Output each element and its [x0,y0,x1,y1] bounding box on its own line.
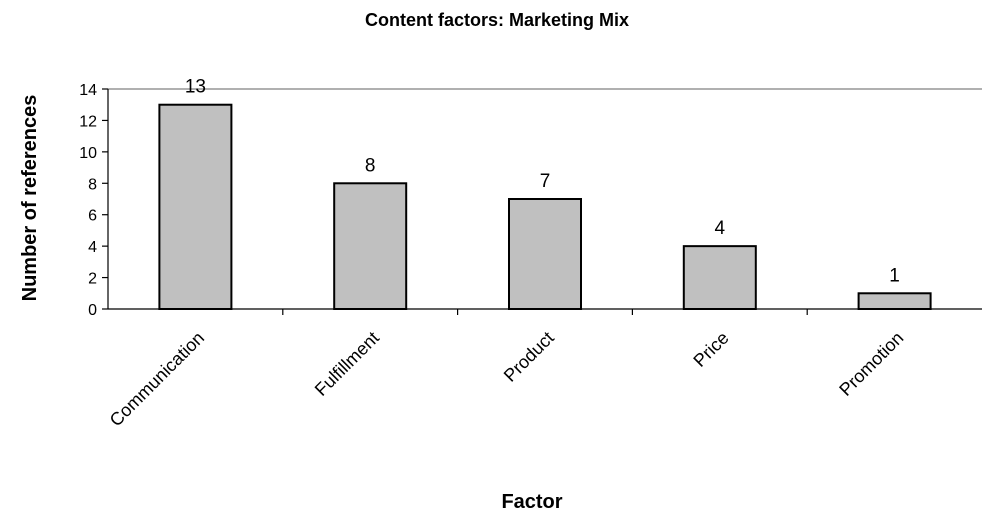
bar [857,292,932,310]
y-tick-label: 10 [79,145,97,162]
bar [508,198,582,310]
y-tick-label: 8 [88,176,97,193]
y-tick-label: 0 [88,302,97,319]
y-tick-label: 12 [79,113,97,130]
y-axis-title: Number of references [19,95,41,302]
y-tick-label: 4 [88,239,97,256]
data-label: 13 [185,77,206,98]
category-label: Product [500,328,558,386]
bar [682,245,757,310]
category-label: Promotion [835,328,907,400]
bar [333,182,408,311]
y-tick-label: 2 [88,271,97,288]
chart-title: Content factors: Marketing Mix [365,10,629,30]
y-tick-label: 14 [79,82,97,99]
data-label: 1 [889,265,900,286]
data-label: 7 [540,171,551,192]
data-label: 8 [365,155,376,176]
category-label: Price [689,328,732,371]
category-label: Communication [106,328,209,431]
category-label: Fulfillment [311,328,383,400]
bar [158,103,233,311]
y-tick-label: 6 [88,208,97,225]
data-label: 4 [715,218,726,239]
x-axis-title: Factor [501,491,562,513]
